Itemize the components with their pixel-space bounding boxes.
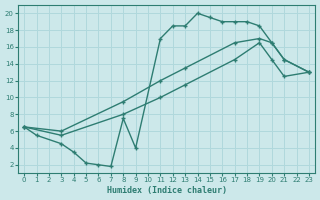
X-axis label: Humidex (Indice chaleur): Humidex (Indice chaleur) [107, 186, 227, 195]
